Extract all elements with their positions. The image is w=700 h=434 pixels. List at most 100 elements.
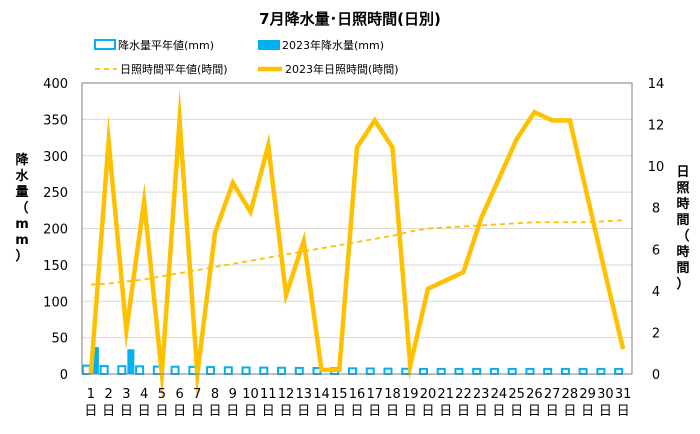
legend-swatch-normal-precip <box>94 39 116 50</box>
x-tick-suffix: 日 <box>315 404 328 419</box>
right-tick-label: 14 <box>648 77 665 92</box>
x-tick-label: 30 <box>597 387 614 402</box>
left-tick-label: 100 <box>43 295 68 310</box>
x-tick-suffix: 日 <box>226 404 239 419</box>
normal-precip-bar <box>294 366 304 376</box>
x-tick-label: 19 <box>402 387 419 402</box>
x-tick-label: 7 <box>193 387 201 402</box>
right-axis-ticks: 0 2 4 6 8 10 12 14 <box>648 77 665 383</box>
normal-precip-bar <box>348 367 357 376</box>
x-tick-label: 5 <box>158 387 166 402</box>
left-tick-label: 400 <box>43 77 68 92</box>
x-tick-label: 22 <box>455 387 472 402</box>
left-tick-label: 300 <box>43 150 68 165</box>
axis-label-char: 照 <box>676 181 689 196</box>
x-tick-suffix: 日 <box>350 404 363 419</box>
line-series <box>88 88 626 401</box>
x-tick-suffix: 日 <box>297 404 310 419</box>
axis-label-char: 降 <box>15 152 29 168</box>
x-tick-label: 31 <box>615 387 632 402</box>
left-tick-label: 350 <box>43 113 68 128</box>
x-tick-label: 17 <box>366 387 383 402</box>
axis-label-char: 時 <box>676 196 689 212</box>
axis-label-char: 間 <box>676 261 689 276</box>
x-tick-label: 26 <box>526 387 543 402</box>
right-tick-label: 12 <box>648 119 665 134</box>
normal-precip-bar <box>614 367 624 376</box>
normal-precip-bar <box>401 367 411 375</box>
x-tick-suffix: 日 <box>84 404 97 419</box>
x-tick-label: 25 <box>508 387 525 402</box>
sunshine-2023-line <box>88 88 626 401</box>
x-tick-label: 14 <box>313 387 330 402</box>
x-tick-suffix: 日 <box>563 404 576 419</box>
axis-label-char: m <box>15 217 29 232</box>
x-tick-label: 21 <box>437 387 454 402</box>
legend: 降水量平年値(mm) 2023年降水量(mm) 日照時間平年値(時間) 2023年日照… <box>94 38 399 76</box>
axis-label-char: ） <box>676 276 689 292</box>
x-tick-suffix: 日 <box>492 404 505 419</box>
normal-precip-bar <box>596 367 606 376</box>
right-tick-label: 2 <box>652 326 660 341</box>
left-tick-label: 250 <box>43 186 68 201</box>
normal-precip-bar <box>206 366 216 375</box>
normal-precip-bar <box>489 367 499 376</box>
axis-label-char: 水 <box>15 168 29 184</box>
x-tick-suffix: 日 <box>617 404 630 419</box>
x-tick-suffix: 日 <box>421 404 434 419</box>
x-tick-suffix: 日 <box>439 404 452 419</box>
x-tick-label: 18 <box>384 387 401 402</box>
normal-precip-bar <box>560 367 570 376</box>
x-tick-suffix: 日 <box>581 404 594 419</box>
x-tick-label: 11 <box>260 387 277 402</box>
x-tick-suffix: 日 <box>510 404 523 419</box>
x-tick-suffix: 日 <box>528 404 541 419</box>
x-tick-suffix: 日 <box>333 404 346 419</box>
left-axis-label: 降水量（mm） <box>15 152 29 264</box>
x-tick-suffix: 日 <box>155 404 168 419</box>
right-tick-label: 0 <box>652 368 660 383</box>
axis-label-char: 日 <box>676 165 689 180</box>
axis-label-char: ） <box>15 248 28 264</box>
right-axis-label: 日照時間（時間） <box>676 165 689 292</box>
axis-label-char: m <box>15 233 29 248</box>
x-axis-ticks: 1日2日3日4日5日6日7日8日9日10日11日12日13日14日15日16日1… <box>84 387 631 419</box>
x-tick-suffix: 日 <box>280 404 293 419</box>
axis-label-char: 量 <box>15 185 28 200</box>
normal-precip-bar <box>277 366 287 375</box>
x-tick-suffix: 日 <box>191 404 204 419</box>
x-tick-label: 23 <box>473 387 490 402</box>
normal-precip-bar <box>117 365 127 376</box>
precip-2023-bar <box>127 349 135 374</box>
x-tick-label: 16 <box>349 387 366 402</box>
legend-label-sunshine-2023: 2023年日照時間(時間) <box>285 62 399 76</box>
right-tick-label: 8 <box>652 202 660 217</box>
right-tick-label: 4 <box>652 285 660 300</box>
x-tick-label: 20 <box>420 387 437 402</box>
legend-label-normal-sunshine: 日照時間平年値(時間) <box>120 62 228 76</box>
x-tick-label: 28 <box>562 387 579 402</box>
left-tick-label: 50 <box>51 332 68 347</box>
x-tick-label: 13 <box>296 387 313 402</box>
normal-precip-bar <box>507 367 517 376</box>
x-tick-label: 12 <box>278 387 295 402</box>
plot-frame <box>81 82 633 375</box>
precip-2023-bar <box>91 347 99 374</box>
normal-precip-bar <box>436 367 446 376</box>
normal-precip-bar <box>454 367 464 376</box>
normal-precip-bar <box>135 365 145 375</box>
x-tick-label: 2 <box>104 387 112 402</box>
x-tick-suffix: 日 <box>173 404 186 419</box>
legend-label-precip-2023: 2023年降水量(mm) <box>282 38 384 52</box>
axis-label-char: 時 <box>676 244 689 260</box>
left-tick-label: 0 <box>60 368 68 383</box>
x-tick-suffix: 日 <box>599 404 612 419</box>
normal-precip-bar <box>365 367 375 376</box>
x-tick-label: 29 <box>579 387 596 402</box>
left-tick-label: 150 <box>43 259 68 274</box>
x-tick-label: 27 <box>544 387 561 402</box>
normal-precip-bar <box>241 366 251 376</box>
normal-precip-bar <box>259 366 269 375</box>
x-tick-suffix: 日 <box>209 404 222 419</box>
